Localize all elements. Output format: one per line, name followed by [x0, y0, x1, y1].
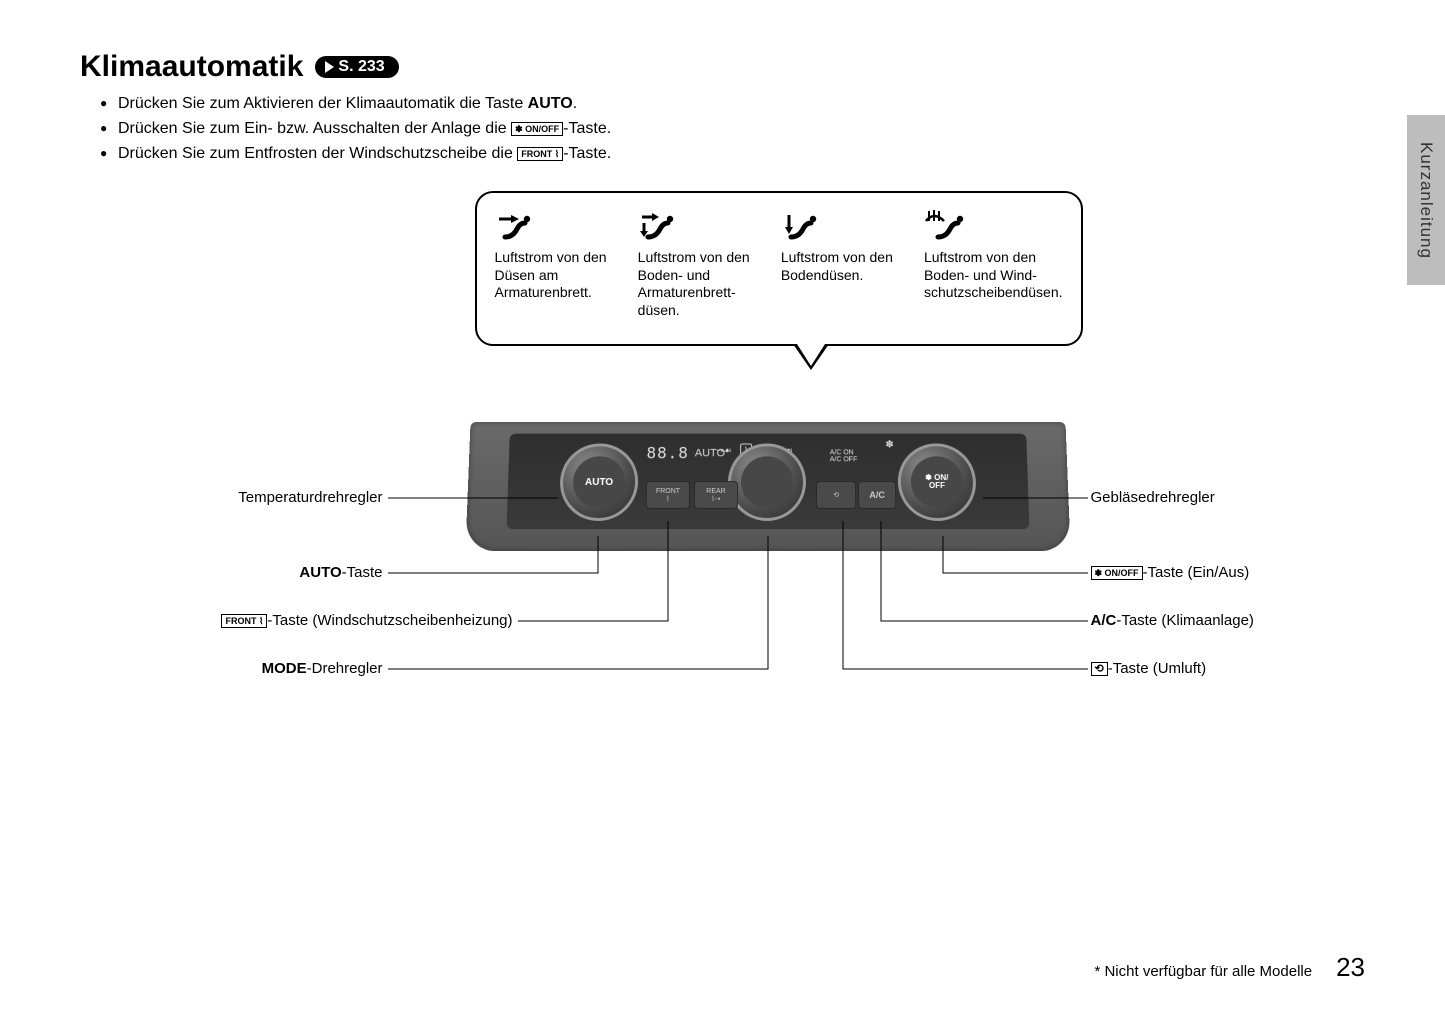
front-defrost-icon: FRONT ⌇	[221, 614, 267, 628]
mode-dash-floor-icon	[638, 207, 763, 241]
defrost-icon: FRONT ⌇	[517, 147, 563, 161]
label-fan-dial: Gebläsedrehregler	[1091, 489, 1215, 506]
recirc-icon: ⟲	[833, 492, 839, 499]
instruction-item: Drücken Sie zum Ein- bzw. Ausschalten de…	[100, 117, 1365, 142]
mode-floor-icon	[781, 207, 906, 241]
climate-diagram: Luftstrom von den Düsen am Armaturenbret…	[223, 191, 1223, 751]
mode-icon-small: ⇢☙	[716, 446, 732, 457]
ac-status-display: A/C ON A/C OFF	[829, 450, 857, 464]
label-on-off-button: ✽ ON/OFF-Taste (Ein/Aus)	[1091, 564, 1250, 581]
page-ref-badge: S. 233	[315, 56, 398, 78]
section-tab: Kurzanleitung	[1407, 115, 1445, 285]
fan-scale-icon: ✽	[885, 440, 894, 451]
mode-floor-defrost: Luftstrom von den Boden- und Wind-schutz…	[924, 207, 1063, 336]
label-recirc-button: ⟲-Taste (Umluft)	[1091, 660, 1207, 677]
mode-label: Luftstrom von den Boden- und Armaturenbr…	[638, 249, 763, 319]
auto-button-label: AUTO	[572, 457, 625, 509]
instruction-list: Drücken Sie zum Aktivieren der Klimaauto…	[100, 92, 1365, 166]
mode-floor-defrost-icon	[924, 207, 1063, 241]
fan-on-off-label: ✽ ON/ OFF	[910, 457, 963, 509]
recirc-button[interactable]: ⟲	[815, 481, 855, 509]
ac-button[interactable]: A/C	[857, 481, 895, 509]
title-row: Klimaautomatik S. 233	[80, 50, 1365, 84]
mode-label: Luftstrom von den Düsen am Armaturenbret…	[495, 249, 620, 302]
label-auto-button: AUTO-Taste	[183, 564, 383, 581]
label-front-defrost: FRONT ⌇-Taste (Windschutzscheibenheizung…	[183, 612, 513, 629]
page-title: Klimaautomatik	[80, 50, 303, 84]
instruction-item: Drücken Sie zum Entfrosten der Windschut…	[100, 142, 1365, 167]
page-footer: * Nicht verfügbar für alle Modelle 23	[1094, 952, 1365, 983]
label-mode-dial: MODE-Drehregler	[183, 660, 383, 677]
mode-floor: Luftstrom von den Bodendüsen.	[781, 207, 906, 336]
mode-dash-floor: Luftstrom von den Boden- und Armaturenbr…	[638, 207, 763, 336]
recirc-icon: ⟲	[1091, 662, 1108, 676]
mode-knob[interactable]	[727, 444, 805, 521]
airflow-modes-callout: Luftstrom von den Düsen am Armaturenbret…	[475, 191, 1083, 346]
mode-dashboard: Luftstrom von den Düsen am Armaturenbret…	[495, 207, 620, 336]
mode-dashboard-icon	[495, 207, 620, 241]
climate-panel: 88.8 AUTO ⇢☙ ⌇ ↓☙ ⌇☙ A/C ON A/C OFF ✽ AU…	[465, 422, 1070, 551]
on-off-icon: ✽ ON/OFF	[1091, 566, 1143, 580]
mode-label: Luftstrom von den Boden- und Wind-schutz…	[924, 249, 1063, 302]
mode-label: Luftstrom von den Bodendüsen.	[781, 249, 906, 284]
footnote: * Nicht verfügbar für alle Modelle	[1094, 963, 1312, 980]
temp-display: 88.8	[646, 444, 689, 463]
instruction-item: Drücken Sie zum Aktivieren der Klimaauto…	[100, 92, 1365, 117]
front-defrost-button[interactable]: FRONT⌇	[645, 481, 689, 509]
page-number: 23	[1336, 952, 1365, 983]
on-off-icon: ✽ ON/OFF	[511, 122, 563, 136]
label-ac-button: A/C-Taste (Klimaanlage)	[1091, 612, 1254, 629]
section-tab-label: Kurzanleitung	[1416, 142, 1436, 259]
panel-display: 88.8 AUTO	[646, 444, 725, 463]
label-temp-dial: Temperaturdrehregler	[183, 489, 383, 506]
rear-defrost-button[interactable]: REAR⌇⇢	[693, 481, 737, 509]
